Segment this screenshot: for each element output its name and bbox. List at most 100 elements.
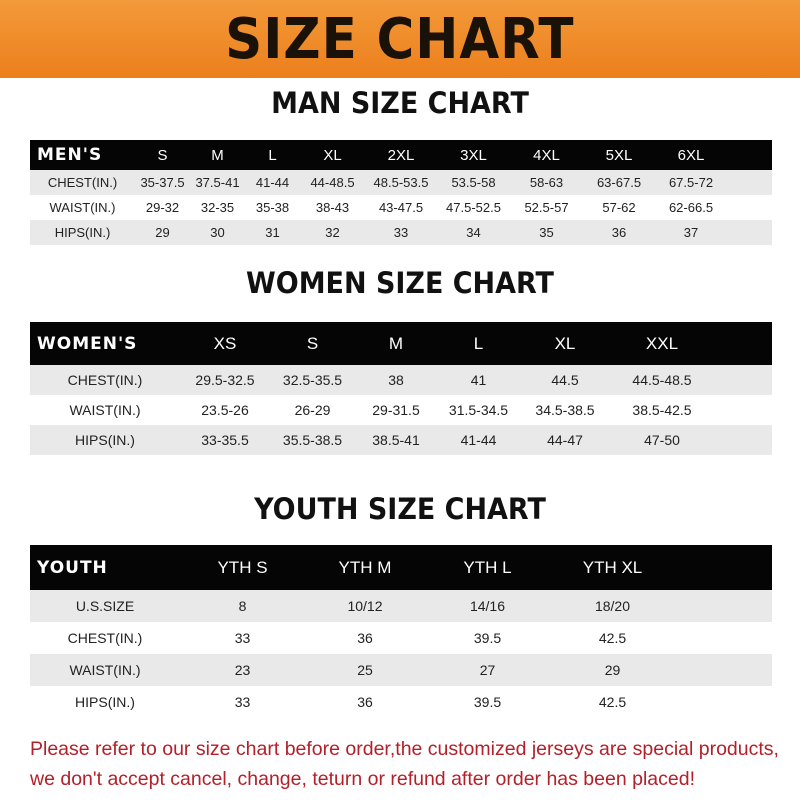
- cell: 32: [325, 225, 340, 240]
- cell: 14/16: [469, 598, 506, 614]
- table-row: WAIST(IN.) 29-32 32-35 35-38 38-43 43-47.5 47.…: [30, 195, 772, 220]
- cell: 5XL: [605, 146, 633, 164]
- row-label: WAIST(IN.): [69, 662, 141, 678]
- cell: 27: [479, 662, 496, 678]
- row-label: HIPS(IN.): [54, 225, 111, 240]
- cell: 25: [357, 662, 373, 678]
- table-row: HIPS(IN.) 33 36 39.5 42.5: [30, 686, 772, 718]
- table-row: CHEST(IN.) 33 36 39.5 42.5: [30, 622, 772, 654]
- cell: 29-31.5: [372, 402, 420, 418]
- table-row: HIPS(IN.) 33-35.5 35.5-38.5 38.5-41 41-44 44-…: [30, 425, 772, 455]
- note-line-1: Please refer to our size chart before or…: [30, 738, 779, 760]
- men-table: MEN'S S M L XL 2XL 3XL 4XL 5XL 6XL CHEST(IN.) 35-37…: [30, 140, 772, 245]
- cell: 33: [234, 694, 251, 710]
- cell: 44-47: [547, 432, 583, 448]
- cell: S: [306, 333, 319, 353]
- header-row: MEN'S S M L XL 2XL 3XL 4XL 5XL 6XL: [30, 140, 772, 170]
- row-label: CHEST(IN.): [47, 175, 118, 190]
- cell: 39.5: [473, 694, 502, 710]
- cell: 44.5-48.5: [632, 372, 692, 388]
- cell: 44.5: [551, 372, 579, 388]
- youth-title: YOUTH SIZE CHART: [254, 492, 546, 526]
- cell: 29: [604, 662, 621, 678]
- row-label: HIPS(IN.): [75, 432, 135, 448]
- cell: XL: [323, 146, 342, 164]
- cell: YTH L: [463, 557, 512, 577]
- cell: 33: [393, 225, 409, 240]
- cell: 35-38: [255, 200, 290, 215]
- cell: M: [211, 146, 224, 164]
- women-title: WOMEN SIZE CHART: [246, 266, 554, 300]
- cell: 42.5: [598, 694, 627, 710]
- cell: XL: [554, 333, 576, 353]
- row-label: YOUTH: [37, 557, 108, 578]
- cell: 62-66.5: [668, 200, 714, 215]
- row-label: WAIST(IN.): [49, 200, 116, 215]
- cell: YTH M: [338, 557, 392, 577]
- cell: 18/20: [594, 598, 631, 614]
- cell: 32-35: [200, 200, 235, 215]
- cell: 43-47.5: [378, 200, 424, 215]
- cell: 52.5-57: [524, 200, 569, 215]
- table-row: U.S.SIZE 8 10/12 14/16 18/20: [30, 590, 772, 622]
- cell: 37.5-41: [195, 175, 240, 190]
- row-label: HIPS(IN.): [75, 694, 135, 710]
- row-label: MEN'S: [37, 145, 103, 165]
- cell: 26-29: [294, 402, 331, 418]
- cell: 53.5-58: [451, 175, 496, 190]
- cell: 4XL: [533, 146, 560, 164]
- cell: XS: [213, 333, 237, 353]
- cell: 33: [234, 630, 251, 646]
- youth-table: YOUTH YTH S YTH M YTH L YTH XL U.S.SIZE 8 10/12…: [30, 545, 772, 718]
- row-label: WAIST(IN.): [69, 402, 141, 418]
- cell: 47.5-52.5: [446, 200, 501, 215]
- cell: 3XL: [460, 146, 487, 164]
- row-label: U.S.SIZE: [75, 598, 135, 614]
- cell: 38.5-42.5: [632, 402, 692, 418]
- cell: 32.5-35.5: [282, 372, 343, 388]
- row-label: WOMEN'S: [37, 333, 138, 354]
- row-label: CHEST(IN.): [67, 630, 143, 646]
- cell: 10/12: [347, 598, 383, 614]
- cell: XXL: [645, 333, 679, 353]
- cell: 31: [265, 225, 280, 240]
- cell: 42.5: [598, 630, 627, 646]
- row-label: CHEST(IN.): [67, 372, 143, 388]
- women-table: WOMEN'S XS S M L XL XXL CHEST(IN.) 29.5-32.5 32.5…: [30, 322, 772, 455]
- cell: 6XL: [677, 146, 705, 164]
- cell: 36: [357, 694, 373, 710]
- cell: 44-48.5: [310, 175, 355, 190]
- cell: 36: [357, 630, 373, 646]
- cell: L: [268, 146, 277, 164]
- cell: 48.5-53.5: [373, 175, 429, 190]
- cell: 47-50: [644, 432, 680, 448]
- cell: 35.5-38.5: [282, 432, 343, 448]
- cell: 37: [683, 225, 699, 240]
- cell: 33-35.5: [201, 432, 249, 448]
- cell: 29.5-32.5: [195, 372, 255, 388]
- cell: 8: [238, 598, 247, 614]
- men-title: MAN SIZE CHART: [271, 86, 529, 120]
- cell: 67.5-72: [668, 175, 714, 190]
- banner-title: SIZE CHART: [225, 6, 575, 72]
- cell: M: [388, 333, 404, 353]
- cell: 58-63: [529, 175, 564, 190]
- table-row: CHEST(IN.) 29.5-32.5 32.5-35.5 38 41 44.5 44.5…: [30, 365, 772, 395]
- cell: L: [473, 333, 484, 353]
- order-note: Please refer to our size chart before or…: [30, 734, 790, 794]
- cell: 41-44: [255, 175, 290, 190]
- cell: 35: [539, 225, 554, 240]
- cell: 23: [234, 662, 251, 678]
- table-row: CHEST(IN.) 35-37.5 37.5-41 41-44 44-48.5 48.5…: [30, 170, 772, 195]
- cell: YTH S: [217, 557, 268, 577]
- cell: 30: [210, 225, 225, 240]
- cell: 57-62: [602, 200, 636, 215]
- table-row: WAIST(IN.) 23.5-26 26-29 29-31.5 31.5-34.5 34…: [30, 395, 772, 425]
- note-line-2: we don't accept cancel, change, teturn o…: [30, 768, 695, 790]
- cell: 2XL: [387, 146, 415, 164]
- table-row: HIPS(IN.) 29 30 31 32 33 34 35 36 37: [30, 220, 772, 245]
- header-row: WOMEN'S XS S M L XL XXL: [30, 322, 772, 365]
- cell: 41: [470, 372, 487, 388]
- banner: SIZE CHART: [0, 0, 800, 78]
- cell: 39.5: [473, 630, 502, 646]
